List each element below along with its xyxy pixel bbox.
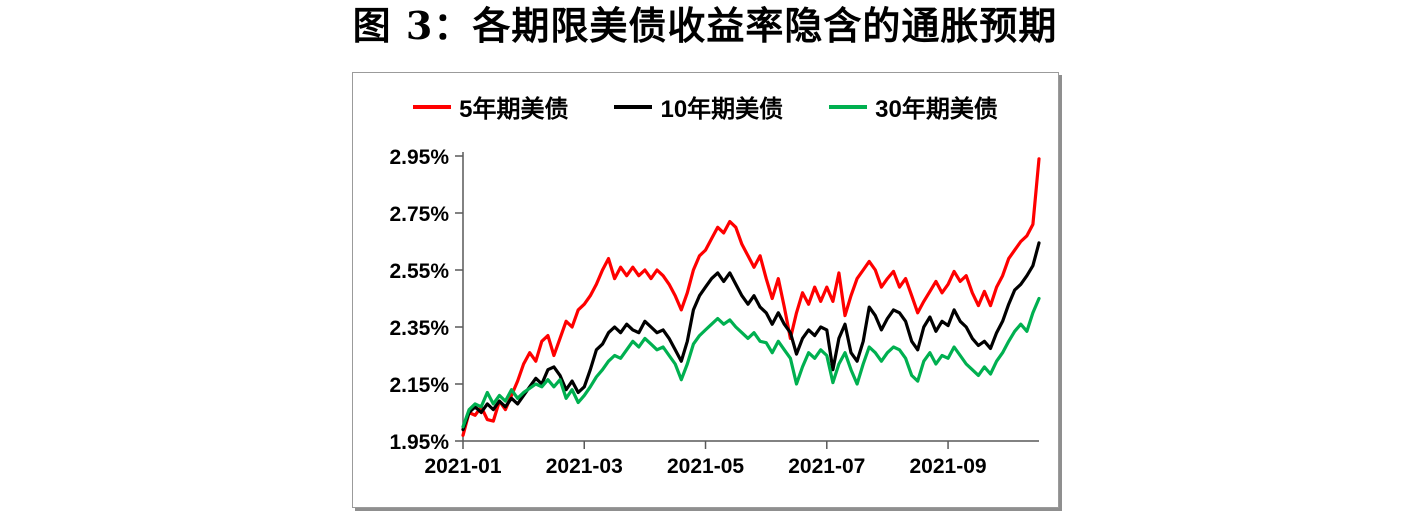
legend-label-5y: 5年期美债 xyxy=(459,96,569,123)
y-tick-label: 2.75% xyxy=(389,203,449,226)
figure-title: 图 3：各期限美债收益率隐含的通胀预期 xyxy=(352,3,1058,48)
chart-card: 5年期美债 10年期美债 30年期美债 1.95% 2.15% 2.35% 2.55% 2.… xyxy=(352,72,1059,508)
x-tick-label: 2021-05 xyxy=(667,455,744,478)
y-tick-label: 2.95% xyxy=(389,146,449,169)
series-line-10y xyxy=(461,241,1041,432)
chart-legend: 5年期美债 10年期美债 30年期美债 xyxy=(353,89,1058,124)
legend-label-30y: 30年期美债 xyxy=(875,96,998,123)
y-tick-label: 2.35% xyxy=(389,317,449,340)
legend-label-10y: 10年期美债 xyxy=(660,96,784,123)
y-tick-label: 2.55% xyxy=(389,260,449,283)
legend-item-30y: 30年期美债 xyxy=(829,89,998,124)
legend-swatch-30y xyxy=(829,104,868,109)
x-tick-label: 2021-01 xyxy=(424,455,501,478)
y-tick-label: 2.15% xyxy=(389,374,449,397)
series-line-30y xyxy=(461,296,1041,429)
y-tick-label: 1.95% xyxy=(389,431,449,454)
series-line-5y xyxy=(461,157,1041,437)
legend-swatch-10y xyxy=(614,104,653,109)
line-chart-plot: 1.95% 2.15% 2.35% 2.55% 2.75% 2.95% 2021-01 202… xyxy=(389,146,1041,478)
legend-item-5y: 5年期美债 xyxy=(413,89,568,124)
legend-item-10y: 10年期美债 xyxy=(614,89,783,124)
legend-swatch-5y xyxy=(413,104,452,109)
x-tick-label: 2021-09 xyxy=(910,455,987,478)
x-tick-label: 2021-03 xyxy=(546,455,623,478)
x-tick-label: 2021-07 xyxy=(788,455,865,478)
